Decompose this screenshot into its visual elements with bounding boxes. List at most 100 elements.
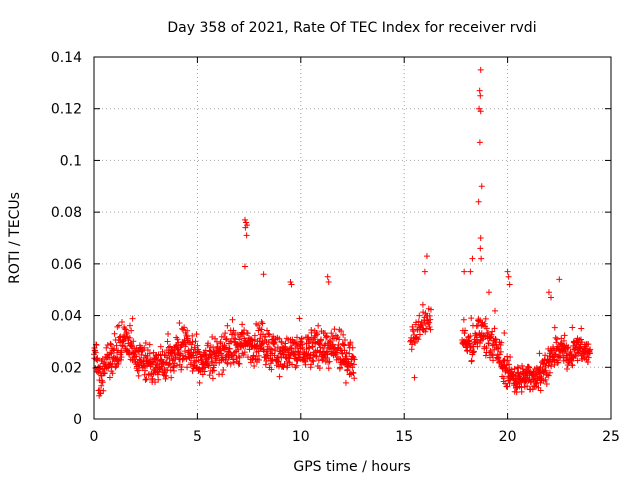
data-point <box>247 359 254 366</box>
data-point <box>476 87 483 94</box>
data-point <box>142 367 149 374</box>
plot-frame <box>93 56 612 420</box>
data-point <box>165 330 172 337</box>
data-point <box>477 235 484 241</box>
data-point <box>485 340 492 347</box>
data-point <box>244 330 251 337</box>
data-point <box>551 324 558 331</box>
data-point <box>275 353 282 360</box>
data-point <box>241 216 248 223</box>
data-point <box>564 345 571 352</box>
data-point <box>556 276 563 283</box>
data-point <box>546 369 553 376</box>
data-point <box>543 381 550 388</box>
data-point <box>169 364 176 371</box>
data-point <box>111 346 118 353</box>
data-point <box>467 332 474 339</box>
data-point <box>241 263 248 270</box>
data-point <box>292 339 299 346</box>
data-point <box>146 350 153 357</box>
data-point <box>482 352 489 359</box>
data-point <box>461 268 468 275</box>
data-point <box>322 341 329 348</box>
data-point <box>209 375 216 382</box>
data-point <box>461 330 468 337</box>
data-point <box>181 336 188 343</box>
data-point <box>427 316 434 323</box>
x-axis-label: GPS time / hours <box>293 459 410 475</box>
data-point <box>292 364 299 371</box>
data-point <box>298 335 305 342</box>
data-point <box>329 341 336 348</box>
data-point <box>144 347 151 354</box>
data-point <box>341 337 348 344</box>
data-point <box>337 346 344 353</box>
data-point <box>222 330 229 337</box>
data-point <box>331 326 338 333</box>
data-point <box>471 348 478 355</box>
data-point <box>211 367 218 374</box>
data-point <box>209 368 216 375</box>
data-point <box>109 370 116 377</box>
data-point <box>219 371 226 378</box>
data-point <box>193 354 200 361</box>
data-point <box>108 350 115 357</box>
data-point <box>555 359 562 366</box>
data-point <box>196 348 203 355</box>
data-point <box>189 338 196 345</box>
data-point <box>218 350 225 357</box>
data-point <box>569 362 576 369</box>
data-point <box>151 355 158 362</box>
data-point <box>258 326 265 333</box>
data-point <box>283 335 290 342</box>
data-point <box>410 328 417 335</box>
data-point <box>421 268 428 275</box>
data-point <box>322 330 329 337</box>
data-point <box>323 333 330 340</box>
data-point <box>237 333 244 340</box>
data-point <box>236 360 243 367</box>
data-point <box>182 341 189 348</box>
data-point <box>542 376 549 383</box>
data-point <box>485 329 492 336</box>
data-point <box>475 198 482 205</box>
data-point <box>197 366 204 373</box>
data-point <box>267 360 274 367</box>
data-point <box>230 335 237 342</box>
data-point <box>340 341 347 348</box>
data-point <box>413 335 420 342</box>
data-point <box>350 361 357 368</box>
data-point <box>170 367 177 374</box>
data-point <box>95 387 102 394</box>
data-point <box>142 339 149 346</box>
data-point <box>158 356 165 363</box>
data-point <box>553 339 560 346</box>
data-point <box>143 376 150 383</box>
data-point <box>423 253 430 260</box>
data-point <box>258 318 265 325</box>
data-point <box>504 357 511 364</box>
data-point <box>501 356 508 363</box>
data-point <box>526 364 533 371</box>
data-point <box>324 273 331 280</box>
data-point <box>345 359 352 366</box>
data-point <box>504 353 511 360</box>
data-point <box>536 350 543 357</box>
data-point <box>336 336 343 343</box>
data-point <box>344 366 351 373</box>
data-point <box>552 334 559 341</box>
data-point <box>202 352 209 359</box>
data-point <box>117 356 124 363</box>
data-point <box>578 325 585 332</box>
data-point <box>166 361 173 368</box>
data-point <box>265 330 272 337</box>
data-point <box>114 357 121 364</box>
data-point <box>476 340 483 347</box>
data-point <box>498 339 505 346</box>
data-point <box>159 348 166 355</box>
data-point <box>347 339 354 346</box>
data-point <box>328 330 335 337</box>
data-point <box>257 335 264 342</box>
data-point <box>193 331 200 338</box>
